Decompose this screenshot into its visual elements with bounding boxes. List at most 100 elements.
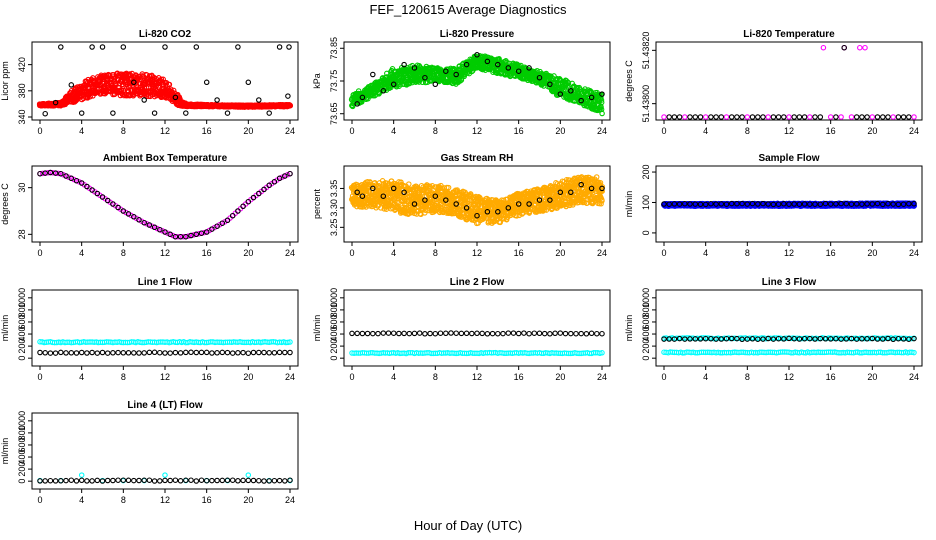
y-axis-label: Licor ppm	[0, 61, 10, 101]
y-tick-label: 380	[17, 83, 27, 98]
data-point	[713, 114, 719, 120]
series-1	[37, 169, 293, 240]
data-point	[154, 225, 160, 232]
data-point	[151, 224, 158, 231]
data-point	[240, 203, 246, 210]
data-point	[224, 217, 231, 224]
data-point	[42, 170, 48, 176]
figure-title: FEF_120615 Average Diagnostics	[369, 2, 567, 17]
x-tick-label: 0	[37, 248, 42, 258]
x-tick-label: 8	[121, 248, 126, 258]
data-point	[55, 170, 61, 177]
y-axis-label: ml/min	[624, 191, 634, 218]
plot-frame	[655, 41, 923, 121]
x-tick-label: 20	[243, 248, 253, 258]
data-point	[582, 86, 588, 92]
data-point	[838, 114, 844, 120]
data-point	[906, 114, 912, 120]
data-point	[65, 174, 72, 180]
data-point	[411, 65, 418, 71]
data-point	[175, 233, 181, 240]
x-tick-label: 20	[555, 248, 565, 258]
data-point	[749, 114, 756, 120]
data-point	[85, 76, 91, 83]
data-point	[853, 114, 860, 120]
data-point	[666, 114, 672, 120]
x-tick-label: 12	[160, 126, 170, 136]
data-point	[864, 114, 870, 120]
data-point	[515, 68, 522, 74]
x-tick-label: 24	[285, 126, 295, 136]
data-point	[765, 114, 771, 120]
y-tick-label: 51.43820	[641, 32, 651, 70]
series-1	[661, 44, 917, 120]
data-point	[89, 44, 95, 50]
panel-title: Li-820 Temperature	[743, 29, 835, 40]
data-point	[219, 220, 226, 226]
data-point	[172, 94, 179, 101]
data-point	[276, 175, 283, 182]
data-point	[170, 232, 176, 239]
data-point	[284, 172, 291, 178]
x-tick-label: 0	[349, 248, 354, 258]
data-point	[144, 221, 150, 227]
data-point	[99, 44, 106, 50]
data-point	[224, 110, 231, 116]
data-point	[99, 194, 106, 200]
data-point	[149, 223, 155, 229]
data-point	[734, 114, 740, 120]
x-tick-label: 8	[745, 126, 750, 136]
data-point	[708, 114, 714, 120]
data-point	[167, 231, 173, 238]
data-point	[406, 181, 412, 187]
data-point	[84, 183, 90, 190]
x-tick-label: 20	[243, 126, 253, 136]
y-axis-label: percent	[312, 188, 322, 219]
data-point	[557, 76, 563, 83]
data-point	[235, 208, 241, 214]
data-point	[250, 194, 257, 201]
data-point	[484, 58, 491, 65]
data-point	[58, 170, 64, 177]
data-point	[68, 82, 75, 88]
x-tick-label: 16	[202, 248, 212, 258]
data-point	[744, 114, 751, 120]
data-point	[183, 110, 189, 116]
data-point	[676, 114, 683, 120]
data-point	[692, 114, 699, 120]
data-point	[380, 88, 387, 94]
data-point	[63, 173, 69, 179]
data-point	[81, 88, 88, 94]
data-point	[162, 229, 168, 235]
data-point	[266, 182, 272, 189]
y-axis-label: kPa	[312, 73, 322, 89]
data-point	[166, 81, 172, 88]
data-point	[760, 114, 766, 120]
data-point	[68, 175, 75, 182]
data-point	[110, 110, 116, 116]
x-tick-label: 8	[745, 248, 750, 258]
series-2	[354, 52, 605, 107]
data-point	[266, 110, 272, 116]
figure-xlabel: Hour of Day (UTC)	[414, 518, 522, 533]
data-point	[807, 114, 813, 120]
data-point	[827, 114, 834, 120]
data-point	[89, 187, 95, 193]
y-tick-label: 340	[17, 109, 27, 124]
data-point	[900, 114, 907, 120]
y-tick-label: 73.85	[329, 37, 339, 60]
data-point	[256, 97, 262, 103]
data-point	[185, 233, 192, 239]
data-point	[193, 44, 200, 50]
data-point	[180, 233, 186, 240]
data-point	[598, 99, 605, 106]
data-point	[817, 114, 824, 120]
data-point	[37, 170, 43, 177]
data-point	[370, 71, 376, 78]
data-point	[214, 97, 220, 103]
data-point	[401, 61, 407, 68]
data-point	[812, 114, 818, 120]
data-point	[495, 61, 501, 68]
x-tick-label: 4	[391, 126, 396, 136]
